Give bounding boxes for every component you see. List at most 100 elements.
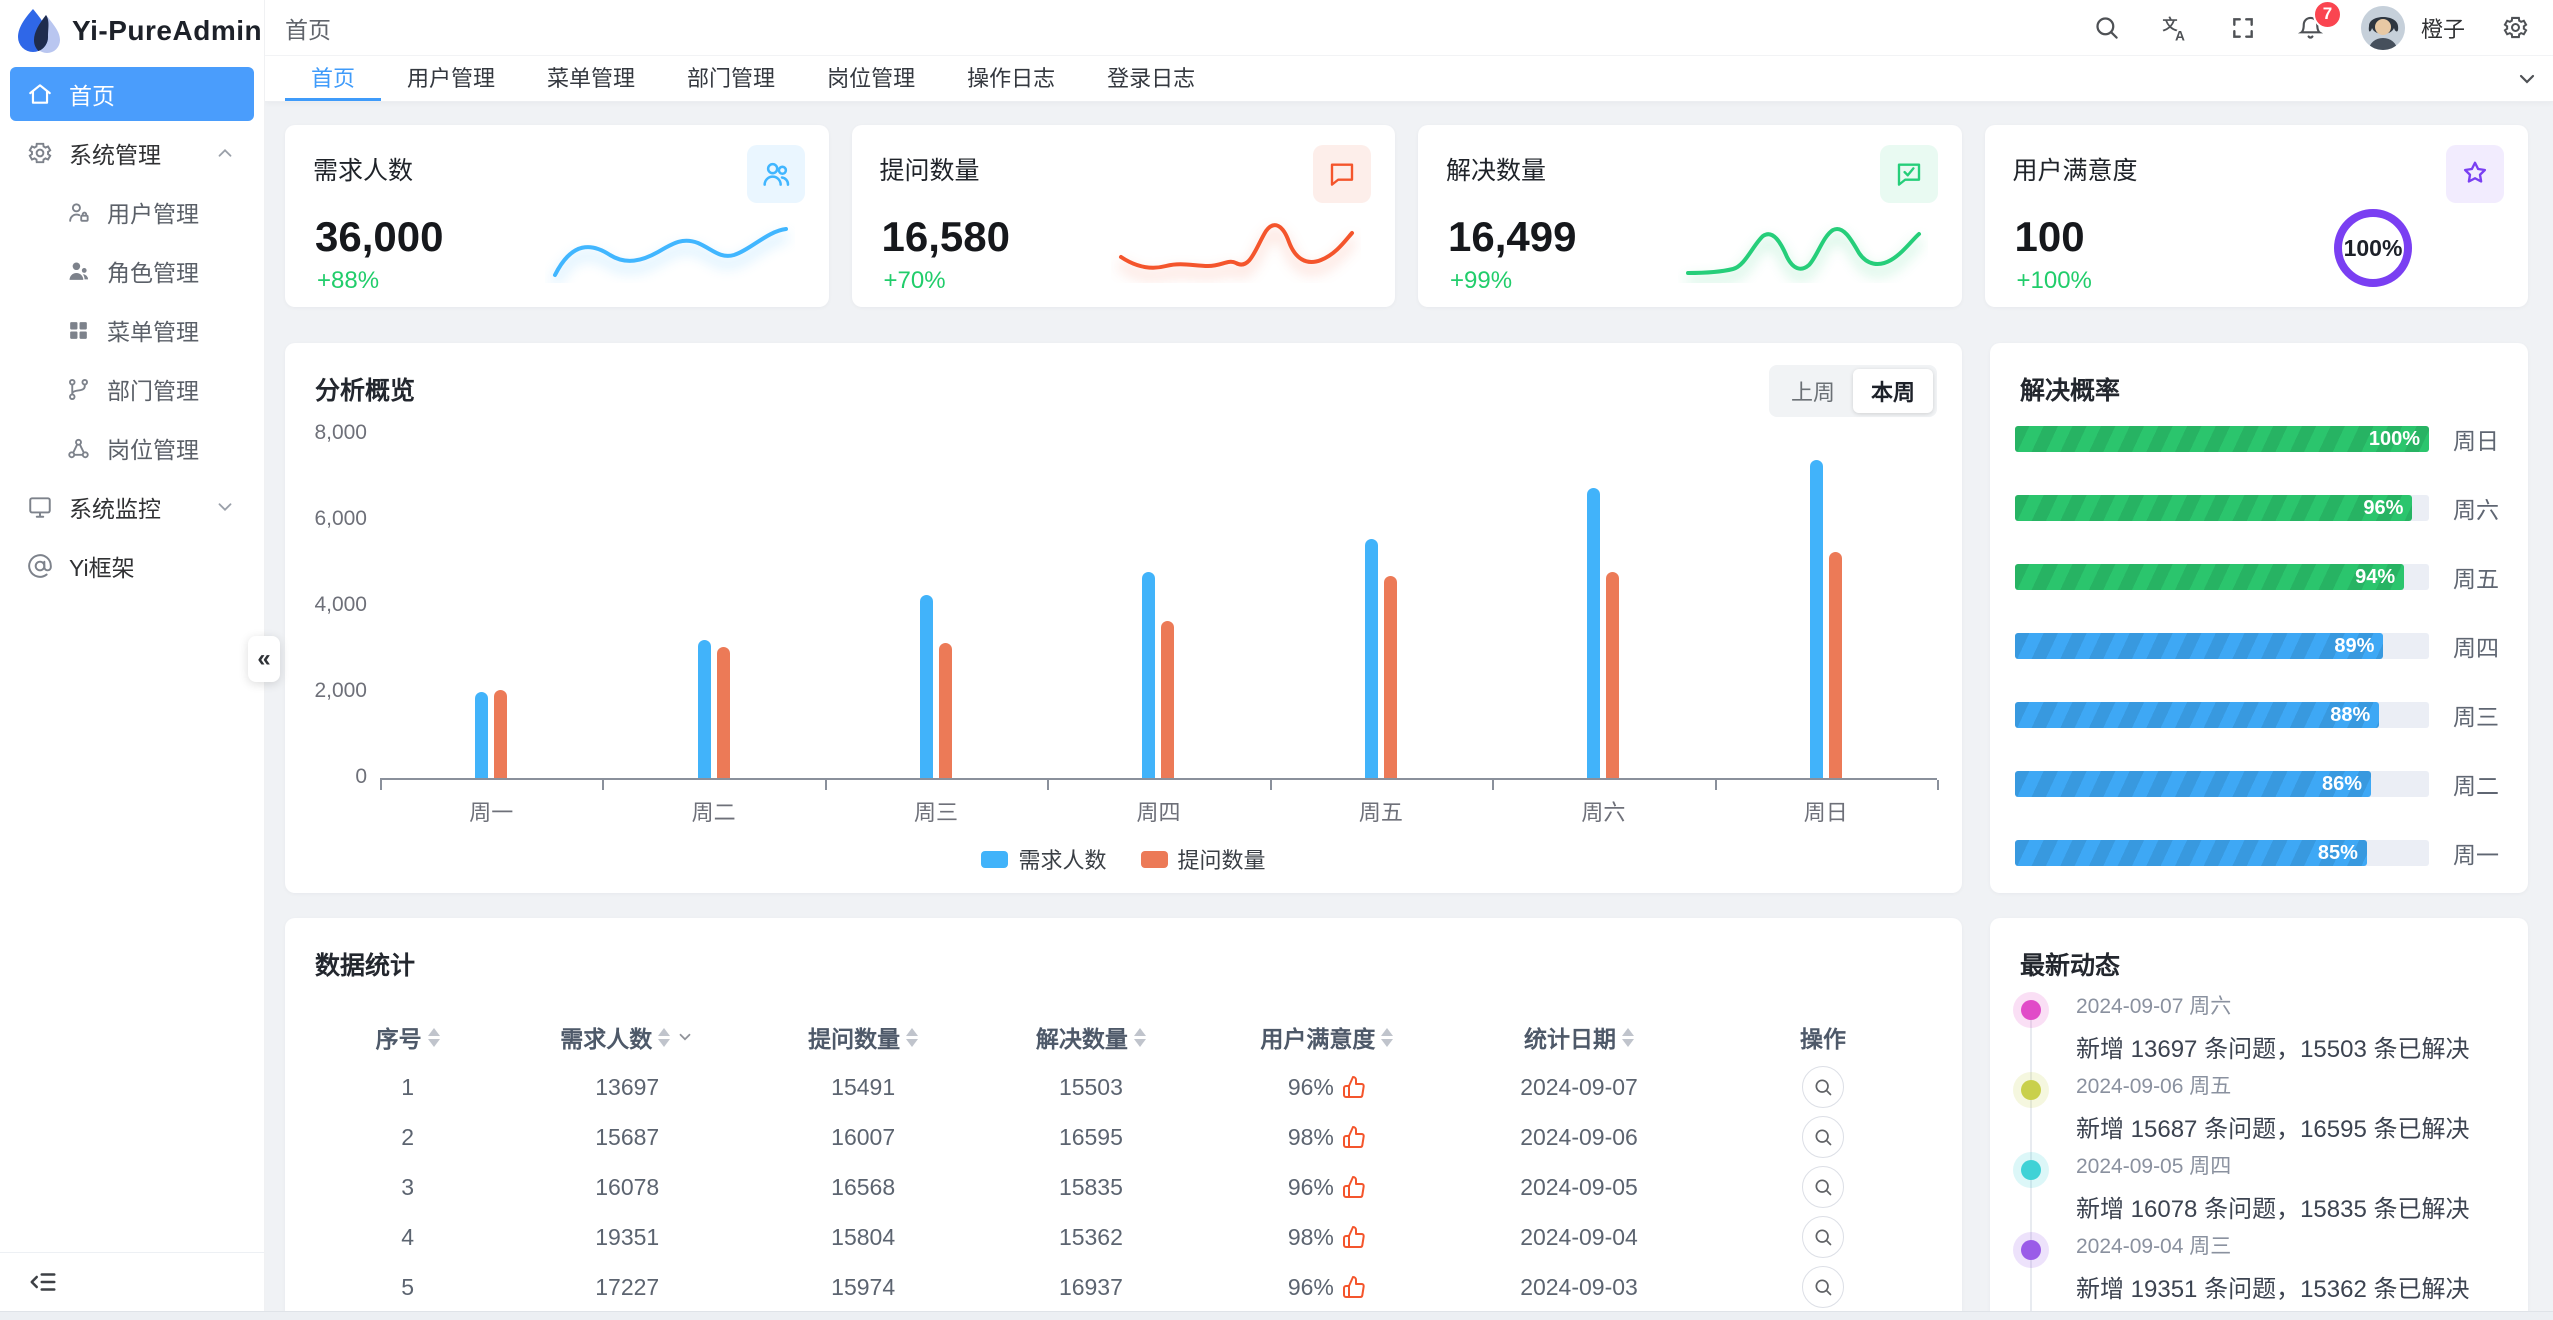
sort-carets-icon[interactable] — [427, 1027, 440, 1047]
nodes-icon — [64, 434, 92, 462]
sidebar-item-home[interactable]: 首页 — [10, 67, 254, 121]
tag-tab-user-mgmt[interactable]: 用户管理 — [407, 66, 496, 91]
progress-row-mon: 85% 周一 — [2015, 840, 2510, 868]
bar-questions[interactable] — [1161, 621, 1175, 778]
bar-questions[interactable] — [1606, 571, 1620, 778]
cell-date: 2024-09-03 — [1520, 1273, 1638, 1300]
sidebar-item-post-mgmt[interactable]: 岗位管理 — [10, 421, 254, 475]
col-header-seq[interactable]: 序号 — [310, 1020, 505, 1054]
sort-carets-icon[interactable] — [1133, 1027, 1146, 1047]
filter-chevron-icon[interactable] — [676, 1028, 694, 1046]
tag-tab-home[interactable]: 首页 — [285, 56, 382, 101]
progress-label: 100% — [2368, 428, 2420, 450]
day-label: 周六 — [2453, 497, 2499, 523]
bar-questions[interactable] — [1828, 552, 1842, 778]
bar-group-mon — [380, 434, 602, 778]
bar-group-fri — [1270, 434, 1492, 778]
sidebar-footer — [0, 1252, 264, 1310]
bar-demand[interactable] — [1809, 459, 1823, 778]
sidebar-item-menu-mgmt[interactable]: 菜单管理 — [10, 303, 254, 357]
avatar[interactable] — [2360, 5, 2405, 50]
progress-fill: 85% — [2015, 840, 2367, 866]
tag-tab-post-mgmt[interactable]: 岗位管理 — [827, 66, 916, 91]
tabs-more-chevron[interactable] — [2501, 56, 2553, 101]
view-row-button[interactable] — [1802, 1266, 1845, 1308]
sort-carets-icon[interactable] — [1381, 1027, 1394, 1047]
thumbs-up-icon — [1342, 1125, 1366, 1149]
bar-demand[interactable] — [920, 595, 934, 778]
stat-title: 需求人数 — [313, 157, 414, 185]
analysis-overview-card: 分析概览 上周 本周 8,000 6,000 4,000 2,000 0 — [285, 343, 1962, 893]
app-logo[interactable]: Yi-PureAdmin — [0, 0, 264, 62]
search-icon[interactable] — [2089, 10, 2125, 46]
cell-questions: 15491 — [831, 1073, 896, 1100]
cell-satisfaction: 98% — [1287, 1223, 1334, 1250]
day-label: 周四 — [2453, 635, 2499, 661]
breadcrumb[interactable]: 首页 — [285, 16, 331, 43]
username[interactable]: 橙子 — [2420, 16, 2465, 42]
sidebar-item-system-monitor[interactable]: 系统监控 — [10, 480, 254, 534]
table-row: 1 13697 15491 15503 96% 2024-09-07 — [310, 1062, 1937, 1112]
sidebar-item-yi-framework[interactable]: Yi框架 — [10, 539, 254, 593]
cell-seq: 3 — [401, 1173, 415, 1200]
view-row-button[interactable] — [1802, 1066, 1845, 1108]
bell-icon[interactable]: 7 — [2293, 0, 2342, 46]
tag-tab-dept-mgmt[interactable]: 部门管理 — [687, 66, 776, 91]
legend-questions[interactable]: 提问数量 — [1140, 843, 1266, 875]
sidebar-item-dept-mgmt[interactable]: 部门管理 — [10, 362, 254, 416]
progress-label: 94% — [2355, 566, 2396, 588]
col-header-satisfaction[interactable]: 用户满意度 — [1205, 1020, 1449, 1054]
horizontal-scrollbar[interactable] — [0, 1311, 2553, 1320]
sidebar-collapse-button[interactable] — [28, 1267, 58, 1297]
col-header-date[interactable]: 统计日期 — [1449, 1020, 1709, 1054]
chevron-down-icon — [214, 496, 236, 518]
x-label: 周一 — [469, 800, 514, 825]
sidebar-item-label: Yi框架 — [69, 555, 135, 581]
view-row-button[interactable] — [1802, 1166, 1845, 1208]
sort-carets-icon[interactable] — [906, 1027, 919, 1047]
view-row-button[interactable] — [1802, 1116, 1845, 1158]
users-icon — [746, 145, 805, 203]
cell-date: 2024-09-04 — [1520, 1223, 1638, 1250]
stat-card-demand: 需求人数 36,000 +88% — [285, 125, 829, 307]
y-tick: 8,000 — [314, 421, 367, 444]
view-row-button[interactable] — [1802, 1216, 1845, 1258]
tag-tab-op-log[interactable]: 操作日志 — [967, 66, 1056, 91]
sidebar-item-system-mgmt[interactable]: 系统管理 — [10, 126, 254, 180]
sort-carets-icon[interactable] — [658, 1027, 671, 1047]
bar-questions[interactable] — [939, 642, 953, 778]
tag-tab-login-log[interactable]: 登录日志 — [1107, 66, 1196, 91]
bar-questions[interactable] — [716, 646, 730, 778]
toggle-last-week[interactable]: 上周 — [1790, 380, 1835, 405]
tag-tab-menu-mgmt[interactable]: 菜单管理 — [547, 66, 636, 91]
settings-gear-icon[interactable] — [2497, 10, 2533, 46]
timeline-date: 2024-09-04 周三 — [2076, 1235, 2232, 1258]
bar-demand[interactable] — [1587, 487, 1601, 778]
bar-questions[interactable] — [1383, 575, 1397, 778]
bar-demand[interactable] — [1364, 539, 1378, 778]
sidebar-item-role-mgmt[interactable]: 角色管理 — [10, 244, 254, 298]
fullscreen-icon[interactable] — [2225, 10, 2261, 46]
legend-demand[interactable]: 需求人数 — [981, 843, 1107, 875]
bar-demand[interactable] — [475, 692, 489, 778]
thumbs-up-icon — [1342, 1075, 1366, 1099]
table-row: 4 19351 15804 15362 98% 2024-09-04 — [310, 1212, 1937, 1262]
bar-demand[interactable] — [1142, 571, 1156, 778]
toggle-this-week[interactable]: 本周 — [1852, 369, 1933, 413]
bar-group-sun — [1715, 434, 1937, 778]
progress-row-sat: 96% 周六 — [2015, 495, 2510, 523]
sidebar-collapse-handle[interactable]: « — [248, 636, 280, 682]
progress-fill: 94% — [2015, 564, 2405, 590]
bar-questions[interactable] — [494, 689, 508, 778]
y-tick: 2,000 — [314, 679, 367, 702]
progress-fill: 89% — [2015, 633, 2384, 659]
sidebar-item-user-mgmt[interactable]: 用户管理 — [10, 185, 254, 239]
axis-tick — [1269, 780, 1272, 790]
sort-carets-icon[interactable] — [1622, 1027, 1635, 1047]
col-header-questions[interactable]: 提问数量 — [749, 1020, 977, 1054]
sparkline-demand — [552, 227, 788, 277]
bar-demand[interactable] — [697, 640, 711, 778]
col-header-solved[interactable]: 解决数量 — [977, 1020, 1205, 1054]
col-header-demand[interactable]: 需求人数 — [505, 1020, 749, 1054]
